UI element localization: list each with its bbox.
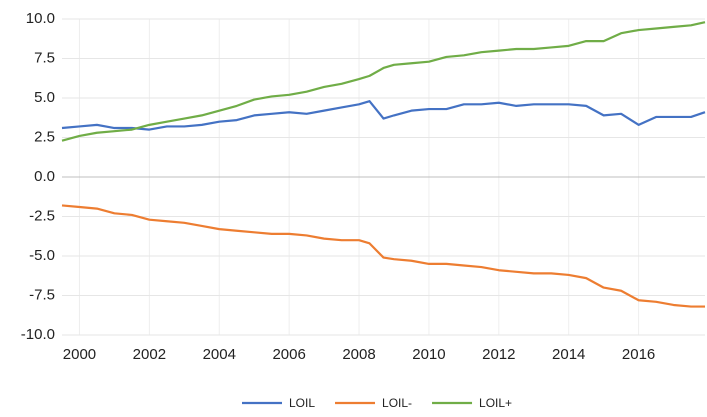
- legend: LOIL LOIL- LOIL+: [242, 396, 512, 410]
- x-tick-label: 2014: [552, 346, 585, 363]
- y-tick-label: 0.0: [34, 168, 55, 185]
- y-tick-label: 5.0: [34, 89, 55, 106]
- x-tick-label: 2010: [412, 346, 445, 363]
- legend-label: LOIL+: [479, 396, 512, 410]
- y-tick-label: -2.5: [29, 207, 55, 224]
- series-line: [61, 204, 705, 308]
- x-tick-label: 2000: [63, 346, 96, 363]
- x-tick-label: 2006: [272, 346, 305, 363]
- x-tick-label: 2008: [342, 346, 375, 363]
- x-tick-label: 2002: [133, 346, 166, 363]
- legend-label: LOIL: [289, 396, 315, 410]
- x-tick-label: 2004: [203, 346, 236, 363]
- y-tick-label: 7.5: [34, 49, 55, 66]
- y-tick-label: -5.0: [29, 247, 55, 264]
- y-tick-label: -7.5: [29, 286, 55, 303]
- series-line: [61, 100, 706, 131]
- y-tick-label: -10.0: [21, 326, 55, 343]
- x-tick-label: 2016: [622, 346, 655, 363]
- legend-label: LOIL-: [382, 396, 412, 410]
- y-tick-label: 10.0: [26, 10, 55, 27]
- x-tick-label: 2012: [482, 346, 515, 363]
- y-tick-label: 2.5: [34, 128, 55, 145]
- series-line: [61, 21, 706, 142]
